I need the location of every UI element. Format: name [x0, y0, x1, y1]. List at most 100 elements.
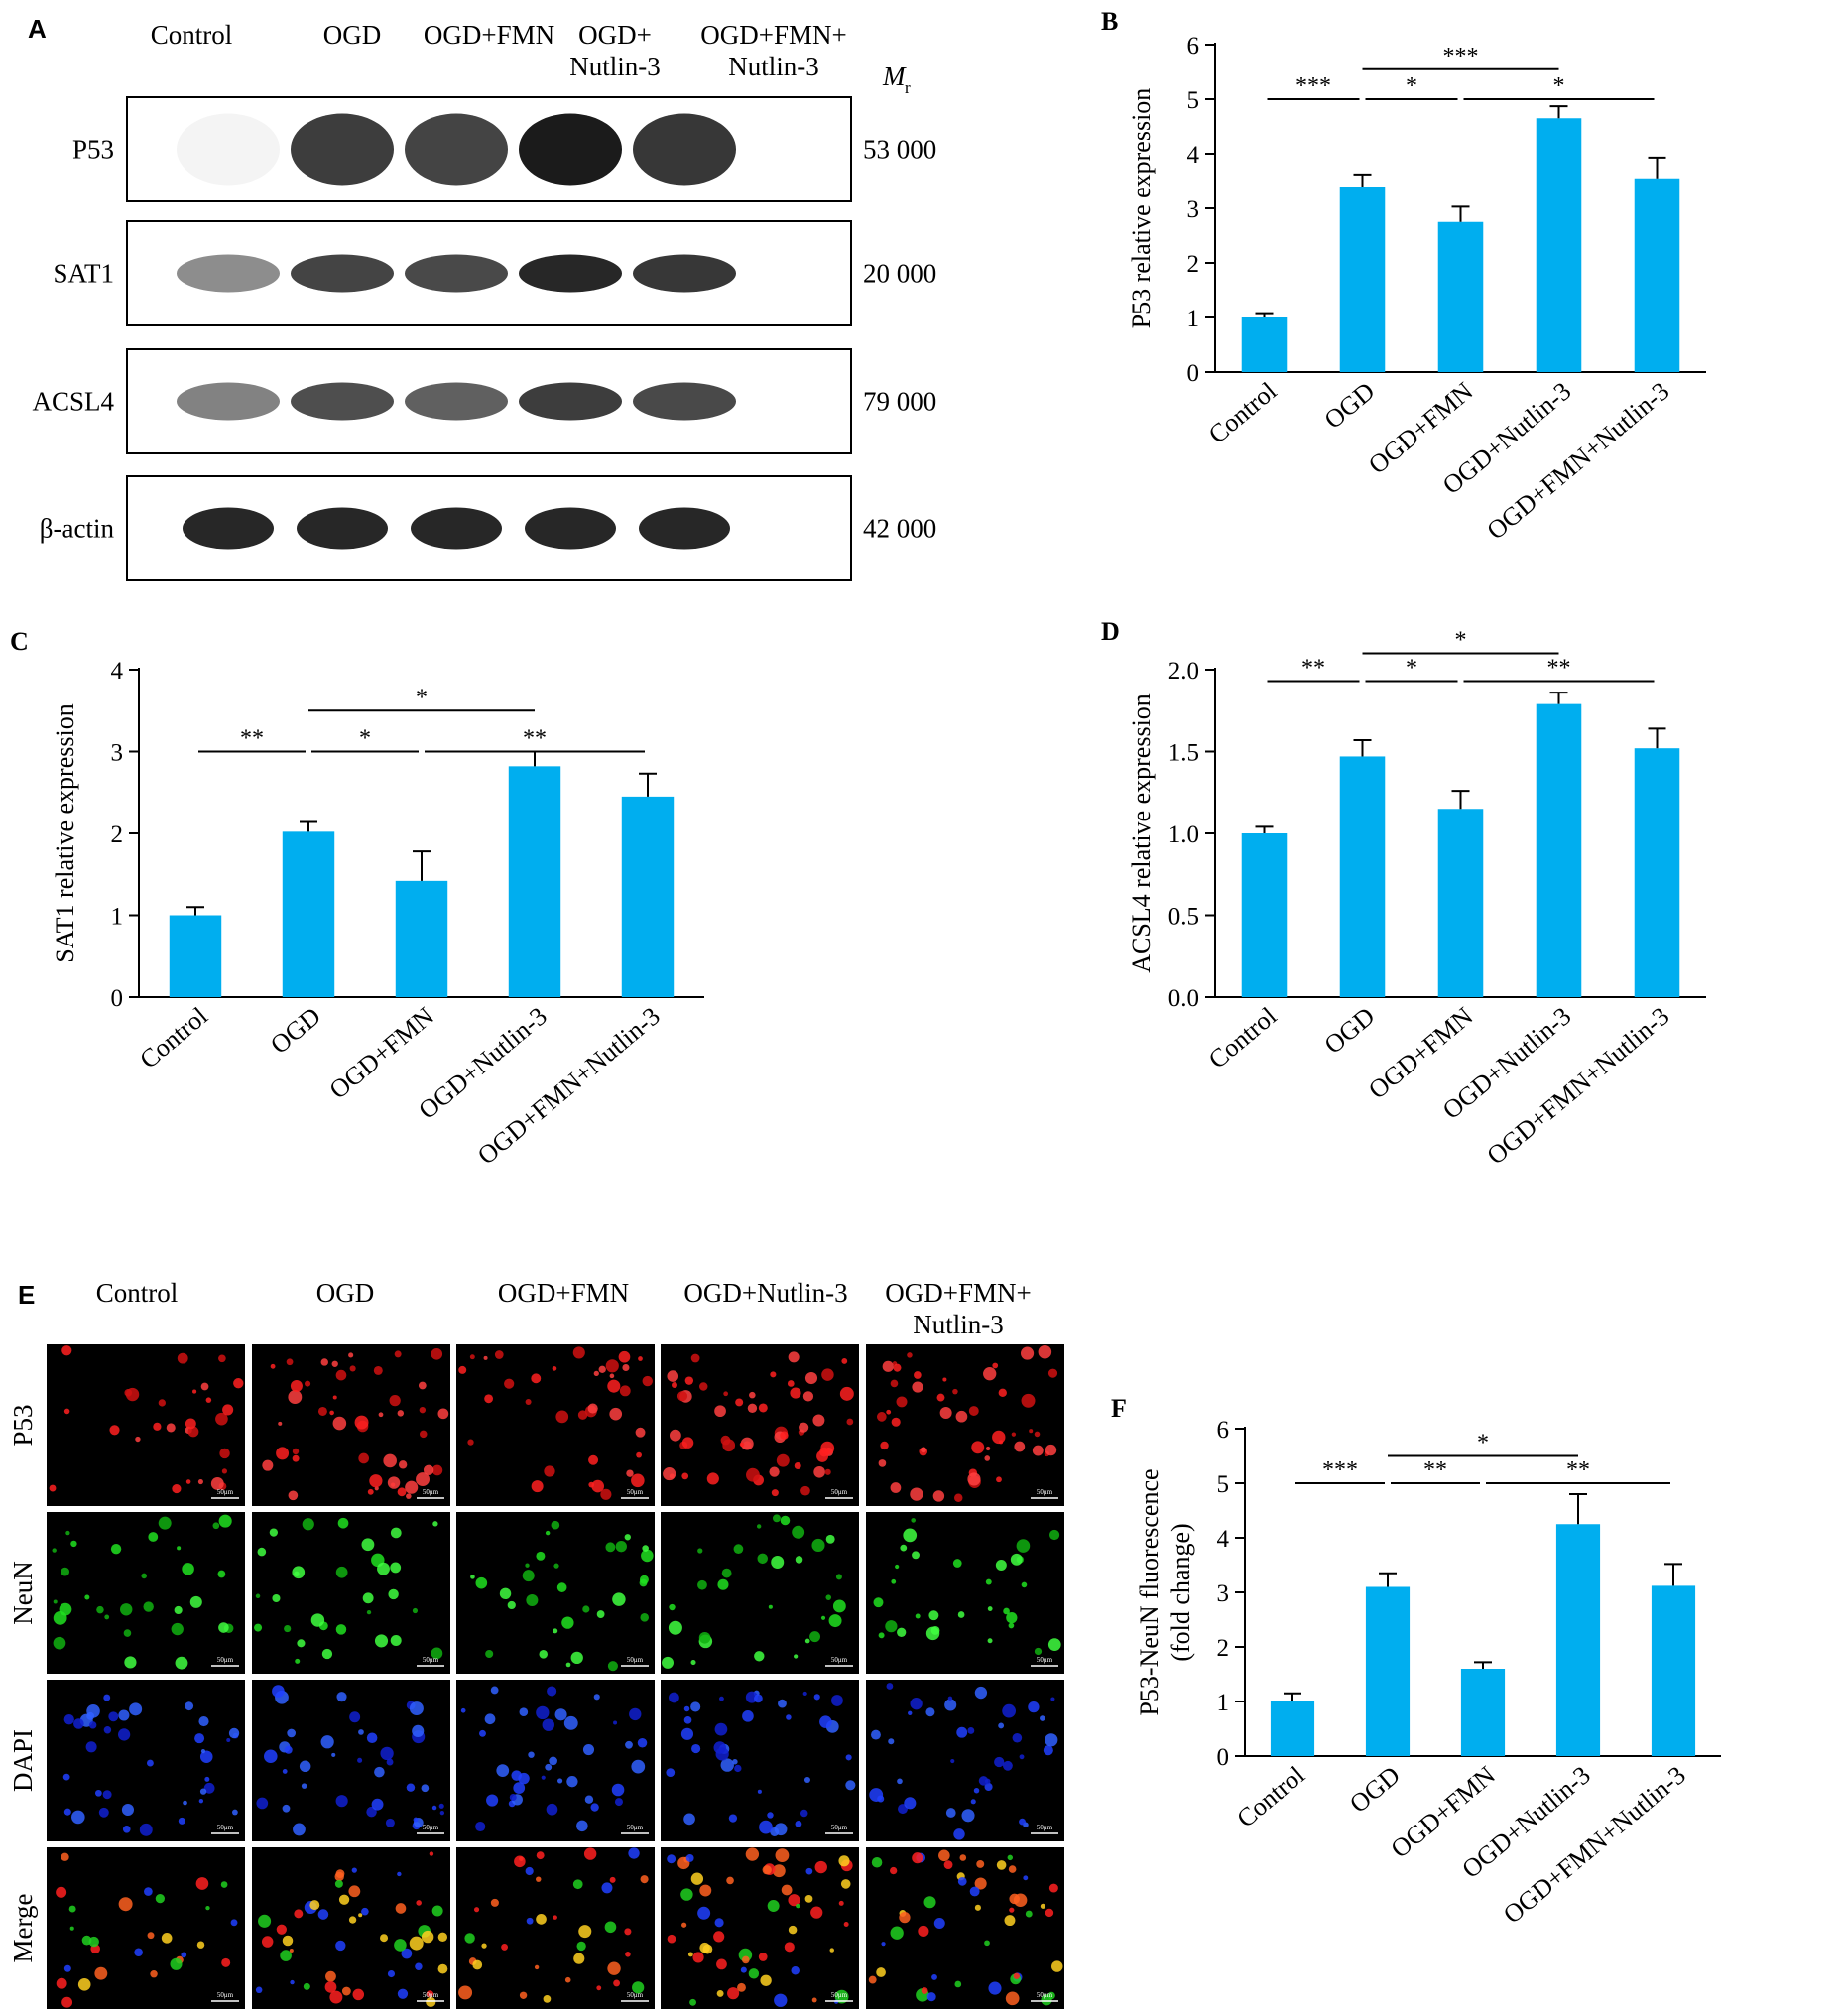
if-cell-dot: [531, 1373, 542, 1384]
if-cell-dot: [53, 1599, 58, 1604]
if-cell-dot: [577, 1410, 588, 1420]
if-cell-dot: [398, 1460, 408, 1469]
if-cell-dot: [641, 1549, 654, 1563]
if-cell-dot: [813, 1465, 825, 1478]
y-axis-label: SAT1 relative expression: [51, 703, 79, 962]
scale-bar-label: 50μm: [1037, 1488, 1053, 1496]
if-cell-dot: [94, 1966, 108, 1980]
if-cell-dot: [397, 1410, 405, 1417]
if-cell-dot: [912, 1381, 923, 1393]
scale-bar-label: 50μm: [423, 1991, 439, 1999]
if-cell-dot: [683, 1813, 695, 1826]
if-cell-dot: [615, 1540, 627, 1553]
if-cell-dot: [713, 1931, 725, 1943]
if-cell-dot: [740, 1437, 754, 1450]
if-cell-dot: [933, 1918, 945, 1930]
if-cell-dot: [795, 1820, 802, 1827]
if-cell-dot: [640, 1875, 649, 1884]
if-cell-dot: [890, 1926, 904, 1940]
if-cell-dot: [957, 1611, 965, 1618]
if-cell-dot: [790, 1387, 801, 1399]
if-cell-dot: [840, 1879, 851, 1889]
if-cell-dot: [210, 1477, 224, 1490]
if-cell-dot: [1012, 1732, 1023, 1743]
if-cell-dot: [196, 1941, 205, 1949]
if-cell-dot: [870, 1729, 881, 1740]
bar: [282, 831, 335, 997]
if-cell-dot: [217, 1570, 226, 1578]
if-image-tile: [456, 1847, 655, 2009]
if-cell-dot: [525, 1866, 534, 1876]
if-cell-dot: [572, 1346, 585, 1359]
if-cell-dot: [970, 1799, 976, 1805]
if-cell-dot: [335, 1566, 348, 1578]
if-cell-dot: [561, 1616, 574, 1629]
if-cell-dot: [996, 1860, 1007, 1870]
blot-protein-label: β-actin: [40, 514, 115, 544]
if-cell-dot: [672, 1382, 677, 1388]
immunofluorescence-panel: Control OGD OGD+FMN OGD+Nutlin-3 OGD+FMN+Nut…: [8, 1278, 1064, 2009]
if-cell-dot: [293, 1823, 306, 1836]
if-cell-dot: [71, 1810, 85, 1825]
blot-protein-label: P53: [72, 135, 114, 165]
scale-bar-label: 50μm: [423, 1824, 439, 1831]
if-cell-dot: [699, 1382, 708, 1391]
if-cell-dot: [667, 1370, 679, 1382]
if-cell-dot: [666, 1768, 676, 1777]
if-cell-dot: [534, 1964, 540, 1970]
if-cell-dot: [593, 1694, 600, 1701]
if-cell-dot: [305, 1380, 311, 1387]
scale-bar-label: 50μm: [627, 1488, 644, 1496]
if-cell-dot: [390, 1527, 402, 1539]
bar: [1634, 748, 1680, 997]
if-cell-dot: [804, 1894, 813, 1903]
if-cell-dot: [974, 1686, 988, 1700]
if-cell-dot: [295, 1658, 301, 1664]
x-category-label: Control: [1203, 1001, 1283, 1073]
blot-band: [519, 382, 622, 421]
if-cell-dot: [282, 1804, 291, 1813]
if-cell-dot: [873, 1597, 884, 1608]
if-cell-dot: [788, 1925, 798, 1935]
if-cell-dot: [885, 1620, 898, 1633]
if-cell-dot: [800, 1485, 810, 1496]
if-cell-dot: [383, 1453, 397, 1468]
lane-label: OGD+FMN: [424, 20, 554, 50]
if-cell-dot: [895, 1564, 900, 1570]
if-cell-dot: [726, 1876, 734, 1885]
if-cell-dot: [890, 1379, 899, 1388]
if-cell-dot: [536, 1705, 550, 1720]
if-cell-dot: [584, 1795, 594, 1804]
if-cell-dot: [438, 1803, 444, 1809]
if-cell-dot: [974, 1904, 981, 1911]
if-cell-dot: [354, 1415, 369, 1430]
if-cell-dot: [228, 1727, 240, 1739]
if-cell-dot: [974, 1877, 987, 1890]
if-cell-dot: [757, 1553, 768, 1565]
if-cell-dot: [150, 1969, 158, 1978]
if-cell-dot: [324, 1980, 337, 1993]
if-cell-dot: [377, 1562, 390, 1575]
if-cell-dot: [528, 1751, 535, 1758]
if-cell-dot: [1045, 1444, 1057, 1456]
if-cell-dot: [996, 1476, 1002, 1483]
y-tick-label: 1: [1217, 1690, 1230, 1716]
if-cell-dot: [155, 1894, 165, 1904]
y-tick-label: 3: [1217, 1580, 1230, 1607]
if-cell-dot: [971, 1441, 985, 1454]
if-cell-dot: [545, 1763, 553, 1771]
if-cell-dot: [545, 1530, 551, 1536]
significance-marker: **: [523, 726, 547, 752]
if-cell-dot: [108, 1711, 119, 1722]
if-cell-dot: [1047, 1638, 1061, 1651]
if-cell-dot: [514, 1855, 526, 1868]
y-tick-label: 0: [1217, 1744, 1230, 1771]
bar: [1437, 221, 1484, 372]
y-tick-label: 6: [1187, 33, 1200, 60]
if-cell-dot: [378, 1412, 384, 1418]
if-cell-dot: [604, 1921, 617, 1934]
if-cell-dot: [335, 1869, 345, 1879]
if-column-label: Control: [96, 1278, 179, 1308]
if-cell-dot: [912, 1551, 920, 1560]
if-cell-dot: [199, 1750, 213, 1763]
